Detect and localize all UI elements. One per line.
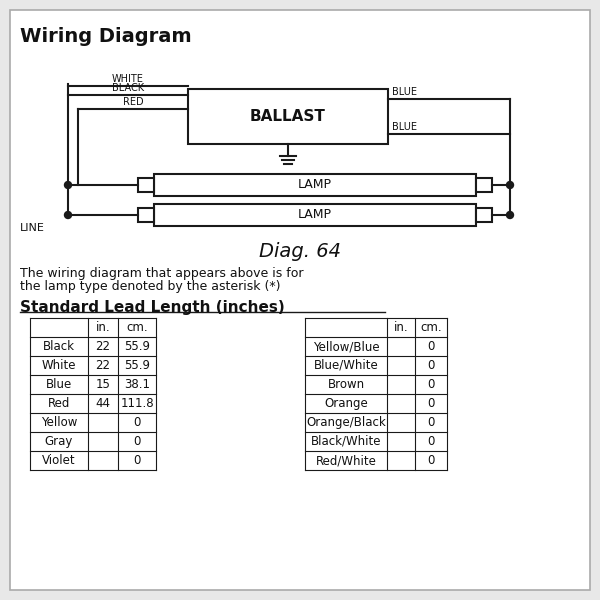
Text: in.: in. [95, 321, 110, 334]
Text: 0: 0 [427, 416, 434, 429]
Text: White: White [42, 359, 76, 372]
Text: BALLAST: BALLAST [250, 109, 326, 124]
Text: Blue/White: Blue/White [314, 359, 379, 372]
Text: 0: 0 [133, 435, 140, 448]
Text: 15: 15 [95, 378, 110, 391]
Text: Black: Black [43, 340, 75, 353]
Bar [154, 204, 476, 226]
Bar [188, 89, 388, 144]
Text: 0: 0 [133, 454, 140, 467]
Text: Red/White: Red/White [316, 454, 376, 467]
Text: BLUE: BLUE [392, 87, 417, 97]
Text: 0: 0 [427, 340, 434, 353]
Text: Blue: Blue [46, 378, 72, 391]
Bar [138, 208, 154, 222]
Text: 0: 0 [427, 378, 434, 391]
Text: Black/White: Black/White [311, 435, 381, 448]
Text: 0: 0 [427, 435, 434, 448]
Text: Red: Red [48, 397, 70, 410]
Text: cm.: cm. [420, 321, 442, 334]
Text: Orange: Orange [324, 397, 368, 410]
Text: LINE: LINE [20, 223, 45, 233]
Text: 55.9: 55.9 [124, 340, 150, 353]
Text: BLUE: BLUE [392, 122, 417, 132]
Text: LAMP: LAMP [298, 208, 332, 221]
Circle shape [506, 211, 514, 218]
Text: RED: RED [122, 97, 143, 107]
Text: the lamp type denoted by the asterisk (*): the lamp type denoted by the asterisk (*… [20, 280, 281, 293]
Text: 0: 0 [427, 397, 434, 410]
Text: Wiring Diagram: Wiring Diagram [20, 27, 191, 46]
Circle shape [65, 181, 71, 188]
Text: 111.8: 111.8 [120, 397, 154, 410]
Text: 38.1: 38.1 [124, 378, 150, 391]
Text: Orange/Black: Orange/Black [306, 416, 386, 429]
Bar [138, 178, 154, 192]
Circle shape [506, 181, 514, 188]
Text: Diag. 64: Diag. 64 [259, 242, 341, 261]
Text: 22: 22 [95, 340, 110, 353]
Text: Brown: Brown [328, 378, 365, 391]
Text: in.: in. [394, 321, 409, 334]
Text: Gray: Gray [45, 435, 73, 448]
Text: The wiring diagram that appears above is for: The wiring diagram that appears above is… [20, 267, 304, 280]
Text: cm.: cm. [126, 321, 148, 334]
Text: Yellow/Blue: Yellow/Blue [313, 340, 379, 353]
Text: 55.9: 55.9 [124, 359, 150, 372]
Text: 22: 22 [95, 359, 110, 372]
Text: 0: 0 [427, 454, 434, 467]
Bar [154, 174, 476, 196]
Bar [476, 208, 492, 222]
Text: 44: 44 [95, 397, 110, 410]
Text: LAMP: LAMP [298, 179, 332, 191]
Text: Violet: Violet [42, 454, 76, 467]
Bar [476, 178, 492, 192]
Text: Yellow: Yellow [41, 416, 77, 429]
Circle shape [65, 211, 71, 218]
Text: 0: 0 [133, 416, 140, 429]
Text: BLACK: BLACK [112, 83, 144, 93]
Text: WHITE: WHITE [112, 74, 144, 84]
Text: 0: 0 [427, 359, 434, 372]
Text: Standard Lead Length (inches): Standard Lead Length (inches) [20, 300, 285, 315]
